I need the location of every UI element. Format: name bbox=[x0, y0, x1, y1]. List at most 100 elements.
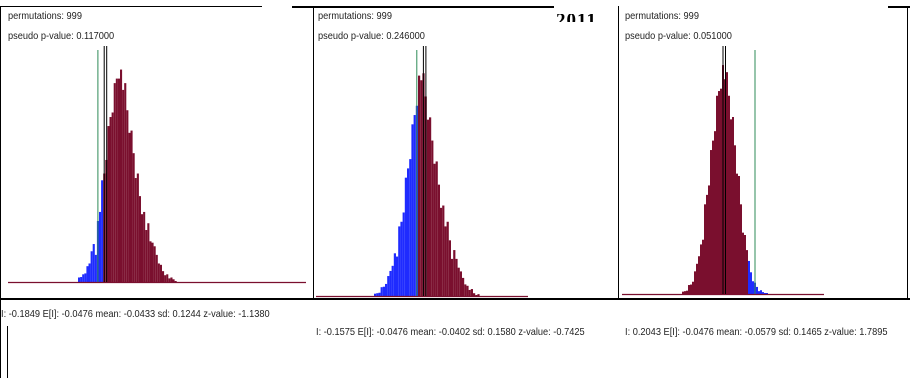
histogram-bar bbox=[151, 242, 154, 282]
histogram-bar bbox=[409, 159, 412, 296]
histogram-bar bbox=[744, 235, 746, 294]
histogram-bar bbox=[170, 277, 173, 282]
histogram-bar bbox=[109, 117, 112, 283]
histogram-bar bbox=[168, 278, 171, 282]
histogram-bar bbox=[407, 168, 410, 296]
divider-left bbox=[0, 6, 1, 378]
histogram-bar bbox=[418, 75, 421, 296]
histogram-bar bbox=[457, 267, 460, 296]
top-rule-left bbox=[0, 6, 262, 7]
histogram-bar bbox=[728, 95, 730, 294]
histogram-bar bbox=[750, 272, 752, 294]
histogram-bar bbox=[718, 91, 720, 294]
histogram-bar bbox=[684, 291, 686, 294]
histogram-bar bbox=[159, 264, 162, 282]
histogram-bar bbox=[130, 130, 133, 282]
histogram-bar bbox=[88, 263, 91, 282]
histogram-chart-3 bbox=[622, 46, 824, 296]
histogram-bar bbox=[147, 223, 150, 282]
divider-right bbox=[907, 6, 908, 298]
histogram-bar bbox=[748, 260, 750, 294]
histogram-bar bbox=[451, 258, 454, 296]
histogram-bar bbox=[470, 289, 473, 296]
histogram-bar bbox=[126, 110, 129, 282]
histogram-bar bbox=[736, 173, 738, 294]
permutations-label-3: permutations: 999 bbox=[625, 10, 699, 22]
histogram-bar bbox=[396, 256, 399, 296]
pvalue-label-3: pseudo p-value: 0.051000 bbox=[625, 30, 732, 42]
histogram-bar bbox=[760, 290, 762, 294]
top-rule-right bbox=[888, 6, 910, 8]
divider-2 bbox=[618, 6, 619, 298]
histogram-bar bbox=[740, 204, 742, 294]
histogram-bar bbox=[143, 211, 146, 282]
histogram-bar bbox=[712, 140, 714, 294]
histogram-bar bbox=[702, 239, 704, 294]
histogram-bar bbox=[444, 226, 447, 296]
histogram-bar bbox=[124, 83, 127, 282]
histogram-bar bbox=[90, 251, 93, 282]
histogram-bar bbox=[682, 291, 684, 294]
histogram-bar bbox=[742, 232, 744, 294]
histogram-bar bbox=[686, 290, 688, 294]
histogram-bar bbox=[704, 204, 706, 294]
histogram-bar bbox=[706, 194, 708, 294]
histogram-bar bbox=[692, 281, 694, 294]
histogram-bar bbox=[475, 295, 478, 296]
histogram-bar bbox=[166, 274, 169, 282]
histogram-bar bbox=[708, 185, 710, 294]
histogram-bar bbox=[382, 286, 385, 296]
histogram-bar bbox=[132, 153, 135, 282]
histogram-bar bbox=[120, 69, 123, 282]
histogram-bar bbox=[389, 270, 392, 296]
histogram-chart-2 bbox=[316, 46, 528, 298]
histogram-bar bbox=[746, 250, 748, 294]
histogram-bar bbox=[453, 250, 456, 296]
stats-line-3: I: 0.2043 E[I]: -0.0476 mean: -0.0579 sd… bbox=[625, 326, 888, 338]
histogram-bar bbox=[400, 221, 403, 296]
histogram-bar bbox=[153, 246, 156, 282]
histogram-bar bbox=[398, 226, 401, 296]
histogram-bar bbox=[107, 126, 110, 282]
histogram-bar bbox=[164, 275, 167, 282]
histogram-bar bbox=[82, 274, 85, 282]
histogram-bar bbox=[426, 119, 429, 297]
histogram-bar bbox=[464, 284, 467, 296]
permutations-label-1: permutations: 999 bbox=[8, 10, 82, 22]
histogram-bar bbox=[431, 140, 434, 296]
histogram-bar bbox=[86, 266, 89, 282]
histogram-bar bbox=[477, 294, 480, 296]
histogram-bar bbox=[688, 285, 690, 294]
histogram-bar bbox=[429, 117, 432, 296]
histogram-bar bbox=[78, 277, 81, 282]
histogram-bar bbox=[448, 240, 451, 296]
histogram-bar bbox=[115, 78, 118, 282]
histogram-bar bbox=[468, 289, 471, 296]
divider-left-lower bbox=[7, 326, 8, 378]
histogram-bar bbox=[380, 287, 383, 296]
histogram-bar bbox=[92, 244, 95, 282]
histogram-bar bbox=[84, 273, 87, 282]
histogram-bar bbox=[172, 279, 175, 282]
histogram-bar bbox=[117, 78, 120, 282]
top-rule-mid bbox=[292, 6, 554, 8]
histogram-bar bbox=[385, 283, 388, 296]
year-fragment: 2011 bbox=[556, 14, 597, 22]
histogram-bar bbox=[710, 150, 712, 294]
histogram-bar bbox=[738, 176, 740, 294]
histogram-bar bbox=[374, 293, 377, 296]
histogram-bar bbox=[734, 145, 736, 294]
histogram-bar bbox=[459, 271, 462, 296]
histogram-bar bbox=[393, 253, 396, 296]
histogram-bar bbox=[714, 131, 716, 294]
permutations-label-2: permutations: 999 bbox=[318, 10, 392, 22]
histogram-bar bbox=[762, 292, 764, 294]
divider-1 bbox=[313, 6, 314, 298]
histogram-bar bbox=[111, 112, 114, 282]
histogram-bar bbox=[155, 254, 158, 282]
histogram-bar bbox=[435, 161, 438, 296]
stats-line-1: I: -0.1849 E[I]: -0.0476 mean: -0.0433 s… bbox=[1, 308, 270, 320]
histogram-bar bbox=[162, 271, 165, 282]
histogram-bar bbox=[446, 221, 449, 296]
histogram-bar bbox=[437, 184, 440, 296]
